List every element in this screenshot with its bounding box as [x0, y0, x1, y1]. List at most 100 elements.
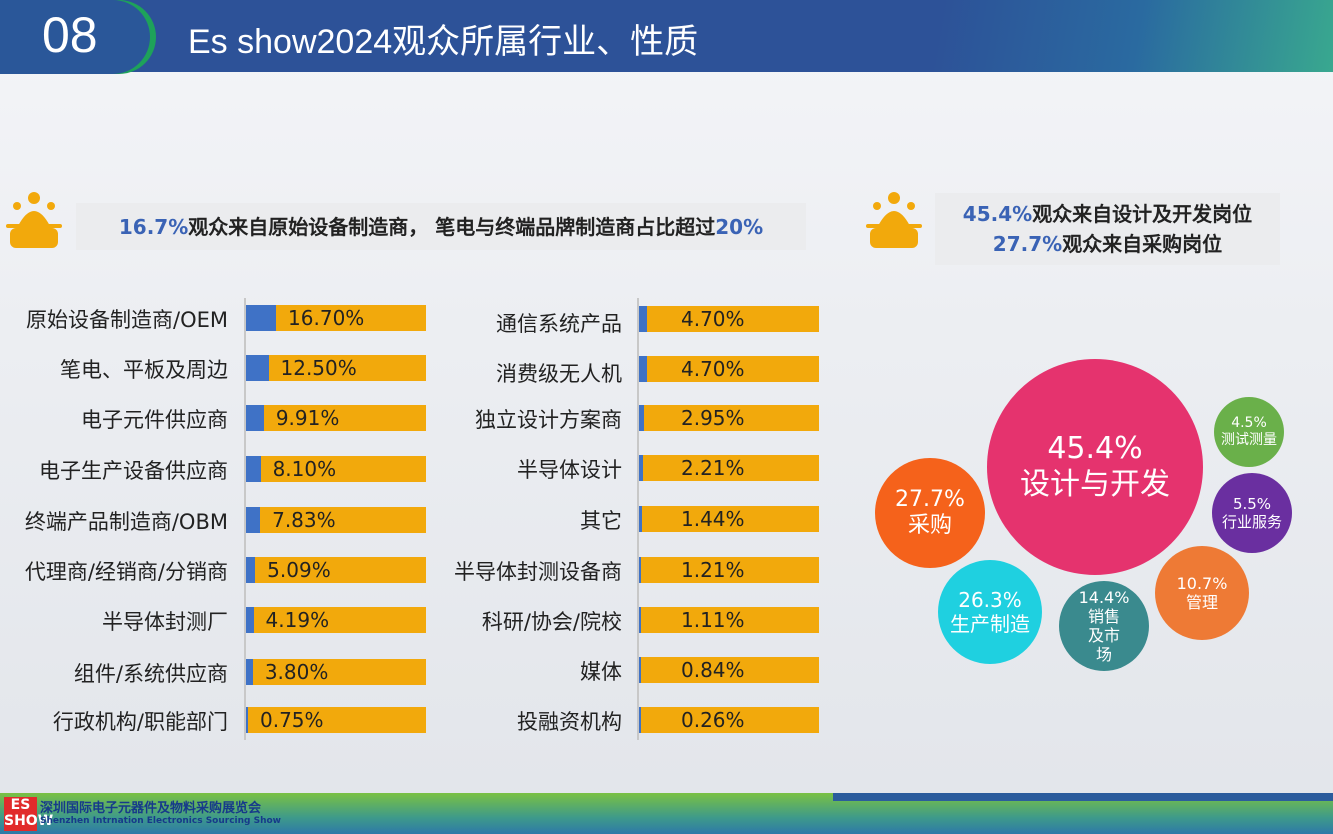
banner-line2: 观众来自采购岗位: [1062, 232, 1223, 256]
bar: 3.80%: [246, 659, 426, 685]
bar: 2.21%: [639, 455, 819, 481]
bar-value-fill: [246, 557, 256, 583]
bar-value-fill: [246, 507, 261, 533]
bar-value-fill: [246, 456, 261, 482]
highlight-20: 20%: [715, 214, 764, 239]
bar-value-fill: [639, 557, 642, 583]
bar: 4.70%: [639, 306, 819, 332]
category-label: 笔电、平板及周边: [60, 358, 228, 382]
bar: 0.84%: [639, 657, 819, 683]
bubble-value: 4.5%: [1231, 415, 1267, 432]
bar: 5.09%: [246, 557, 426, 583]
bar-value-label: 3.80%: [264, 660, 329, 684]
bubble-3: 14.4% 销售及市场: [1059, 581, 1149, 671]
bar-value-label: 1.11%: [681, 608, 745, 632]
highlight-oem: 16.7%: [118, 214, 189, 239]
bubble-label: 测试测量: [1221, 432, 1277, 448]
bar: 7.83%: [246, 507, 426, 533]
category-label: 媒体: [580, 660, 622, 684]
bubble-value: 45.4%: [1047, 431, 1143, 466]
bar-value-label: 12.50%: [280, 356, 357, 380]
category-label: 终端产品制造商/OBM: [24, 510, 228, 534]
bar: 4.70%: [639, 356, 819, 382]
bubble-label: 行业服务: [1221, 513, 1282, 531]
bubble-1: 27.7% 采购: [875, 458, 985, 568]
bar-value-fill: [246, 405, 264, 431]
category-label: 半导体封测设备商: [454, 560, 622, 584]
bar: 16.70%: [246, 305, 426, 331]
bubble-6: 4.5% 测试测量: [1214, 397, 1284, 467]
audience-icon: [6, 192, 62, 248]
bar-value-fill: [639, 455, 643, 481]
bar-value-fill: [639, 506, 642, 532]
bar: 1.21%: [639, 557, 819, 583]
bubble-value: 27.7%: [895, 486, 965, 512]
category-label: 组件/系统供应商: [73, 662, 228, 686]
bar-value-fill: [639, 405, 645, 431]
bubble-value: 14.4%: [1078, 587, 1130, 607]
banner-left: 16.7%观众来自原始设备制造商， 笔电与终端品牌制造商占比超过20%: [76, 203, 806, 250]
category-label: 投融资机构: [517, 710, 622, 734]
bubble-value: 10.7%: [1176, 573, 1228, 593]
bar-value-fill: [246, 607, 254, 633]
bar: 9.91%: [246, 405, 426, 431]
bar-value-fill: [639, 356, 648, 382]
header-bar: [0, 0, 1333, 72]
bar-value-label: 1.21%: [681, 558, 745, 582]
bar-value-fill: [639, 707, 641, 733]
category-label: 半导体封测厂: [102, 610, 228, 634]
bar-value-label: 4.70%: [681, 307, 745, 331]
section-number-tab: 08: [0, 0, 150, 74]
bar-value-label: 4.19%: [265, 608, 330, 632]
bar-value-label: 5.09%: [267, 558, 331, 582]
bar: 1.44%: [639, 506, 819, 532]
bar-value-fill: [639, 657, 641, 683]
bubble-0: 45.4% 设计与开发: [987, 359, 1203, 575]
banner-text: 观众来自原始设备制造商， 笔电与终端品牌制造商占比超过: [188, 214, 716, 239]
highlight-purchase: 27.7%: [992, 232, 1063, 256]
category-label: 其它: [580, 509, 622, 533]
bar-value-label: 7.83%: [272, 508, 336, 532]
banner-right: 45.4%观众来自设计及开发岗位 27.7%观众来自采购岗位: [935, 193, 1280, 265]
bar-value-fill: [246, 305, 277, 331]
bubble-5: 5.5% 行业服务: [1212, 473, 1292, 553]
bubble-2: 26.3% 生产制造: [938, 560, 1042, 664]
category-label: 半导体设计: [517, 458, 622, 482]
page-title: Es show2024观众所属行业、性质: [188, 23, 699, 61]
bar: 0.75%: [246, 707, 426, 733]
category-label: 行政机构/职能部门: [52, 710, 228, 734]
bubble-label: 设计与开发: [1020, 467, 1170, 502]
category-label: 通信系统产品: [496, 312, 622, 336]
footer-bar: ES SHOW 深圳国际电子元器件及物料采购展览会 Shenzhen Intrna…: [0, 793, 1333, 834]
bubble-label: 销售及市场: [1087, 606, 1120, 665]
section-number: 08: [42, 7, 98, 63]
bar-value-label: 2.95%: [681, 406, 745, 430]
bar: 0.26%: [639, 707, 819, 733]
bar: 8.10%: [246, 456, 426, 482]
bar-value-label: 9.91%: [275, 406, 340, 430]
bar-value-label: 0.84%: [681, 658, 745, 682]
bar: 2.95%: [639, 405, 819, 431]
category-label: 独立设计方案商: [475, 408, 622, 432]
bar-value-fill: [639, 306, 648, 332]
bar-value-label: 1.44%: [681, 507, 745, 531]
category-label: 原始设备制造商/OEM: [26, 308, 228, 332]
bar-value-label: 4.70%: [681, 357, 745, 381]
bar: 4.19%: [246, 607, 426, 633]
bar-axis: [637, 298, 639, 740]
footer-cn: 深圳国际电子元器件及物料采购展览会: [40, 801, 262, 816]
bar: 12.50%: [246, 355, 426, 381]
category-label: 代理商/经销商/分销商: [24, 560, 228, 584]
bar-value-fill: [246, 707, 248, 733]
bar-value-label: 16.70%: [288, 306, 365, 330]
bar-value-fill: [246, 659, 253, 685]
bar-value-label: 0.75%: [260, 708, 324, 732]
bubble-label: 采购: [907, 513, 952, 538]
bar-value-fill: [639, 607, 641, 633]
bar-value-label: 8.10%: [272, 457, 337, 481]
bar-value-label: 2.21%: [681, 456, 745, 480]
bar-value-fill: [246, 355, 269, 381]
bubble-value: 26.3%: [958, 588, 1022, 612]
bar-value-label: 0.26%: [681, 708, 745, 732]
audience-icon: [866, 192, 922, 248]
